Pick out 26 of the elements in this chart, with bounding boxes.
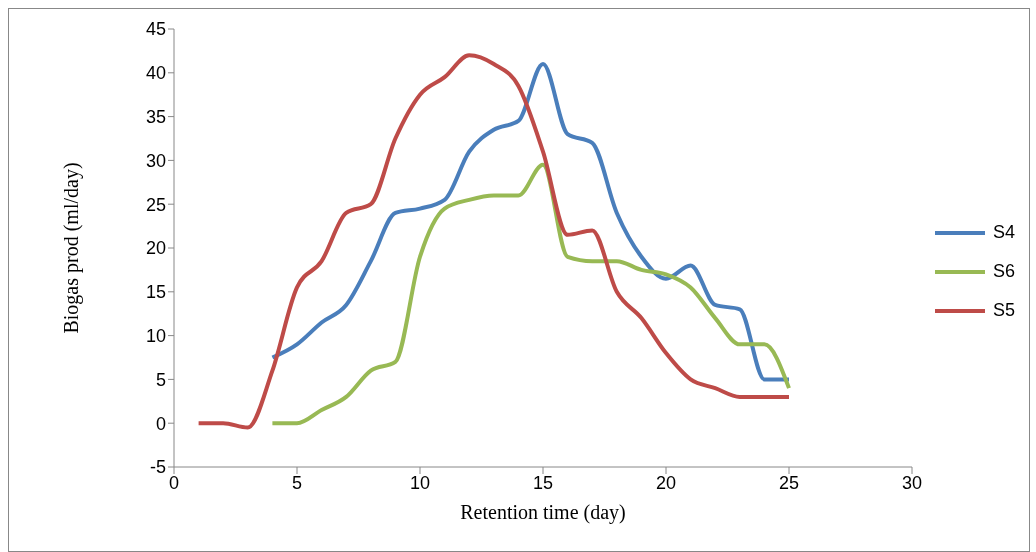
y-tick-label: 35 bbox=[145, 106, 166, 127]
y-tick-label: -5 bbox=[149, 457, 166, 478]
line-series bbox=[270, 62, 791, 382]
legend-label: S5 bbox=[992, 299, 1015, 322]
x-tick-label: 30 bbox=[901, 472, 923, 493]
y-tick-label: 10 bbox=[145, 325, 166, 346]
y-tick-label: 25 bbox=[145, 194, 166, 215]
y-tick-label: 15 bbox=[145, 282, 166, 303]
legend-label: S6 bbox=[992, 260, 1015, 283]
x-tick-label: 20 bbox=[655, 472, 677, 493]
y-tick-label: 30 bbox=[145, 150, 166, 171]
line-series bbox=[196, 53, 791, 430]
y-tick-label: 20 bbox=[145, 238, 166, 259]
legend-label: S4 bbox=[992, 221, 1015, 244]
x-tick-label: 25 bbox=[778, 472, 800, 493]
y-tick-label: 5 bbox=[155, 369, 166, 390]
x-tick-label: 10 bbox=[409, 472, 431, 493]
y-tick-label: 45 bbox=[145, 19, 166, 40]
x-tick-label: 5 bbox=[291, 472, 303, 493]
line-series bbox=[270, 162, 791, 426]
y-tick-label: 40 bbox=[145, 63, 166, 84]
x-tick-label: 15 bbox=[532, 472, 554, 493]
y-axis-title: Biogas prod (ml/day) bbox=[60, 162, 84, 334]
y-tick-label: 0 bbox=[155, 413, 166, 434]
x-axis-title: Retention time (day) bbox=[460, 501, 626, 524]
x-tick-label: 0 bbox=[168, 472, 180, 493]
